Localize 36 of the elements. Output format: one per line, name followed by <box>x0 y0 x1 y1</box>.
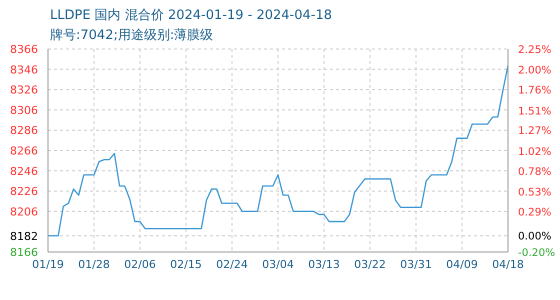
y2-tick-label: 0.29% <box>518 206 552 218</box>
y-tick-label: 8346 <box>10 63 38 76</box>
y-tick-label: 8226 <box>10 185 38 198</box>
y2-tick-label: 2.25% <box>518 44 552 56</box>
y2-tick-label: -0.20% <box>518 247 556 259</box>
y2-tick-label: 0.78% <box>518 166 552 178</box>
x-tick-label: 03/04 <box>262 258 294 271</box>
x-tick-label: 02/24 <box>216 258 248 271</box>
y2-tick-label: 1.27% <box>518 125 552 138</box>
x-tick-label: 02/15 <box>170 258 202 271</box>
x-tick-label: 03/22 <box>354 258 386 271</box>
y-tick-label: 8326 <box>10 84 38 97</box>
chart-subtitle: 牌号:7042;用途级别:薄膜级 <box>50 27 214 44</box>
x-tick-label: 01/19 <box>32 258 64 271</box>
y-tick-label: 8286 <box>10 124 38 138</box>
y2-tick-label: 1.76% <box>518 84 552 97</box>
y2-tick-label: 1.02% <box>518 146 552 158</box>
line-series <box>48 64 508 236</box>
y2-tick-label: 0.53% <box>518 186 552 199</box>
y2-tick-label: 1.51% <box>518 105 552 118</box>
x-tick-label: 03/13 <box>308 258 340 271</box>
x-tick-label: 02/06 <box>124 258 156 271</box>
y2-tick-label: 0.00% <box>518 230 552 242</box>
x-tick-label: 01/28 <box>78 258 110 271</box>
x-tick-label: 03/31 <box>400 258 432 271</box>
y-tick-label: 8266 <box>10 144 38 158</box>
y-tick-label: 8166 <box>10 246 38 259</box>
y2-tick-label: 2.00% <box>518 64 552 77</box>
y-tick-label: 8366 <box>10 43 38 56</box>
x-tick-label: 04/09 <box>446 258 478 271</box>
y-tick-label: 8182 <box>10 230 38 243</box>
y-tick-label: 8306 <box>10 104 38 117</box>
y-tick-label: 8246 <box>10 164 38 178</box>
chart-title: LLDPE 国内 混合价 2024-01-19 - 2024-04-18 <box>50 7 332 24</box>
y-tick-label: 8206 <box>10 205 38 218</box>
x-tick-label: 04/18 <box>492 258 524 271</box>
